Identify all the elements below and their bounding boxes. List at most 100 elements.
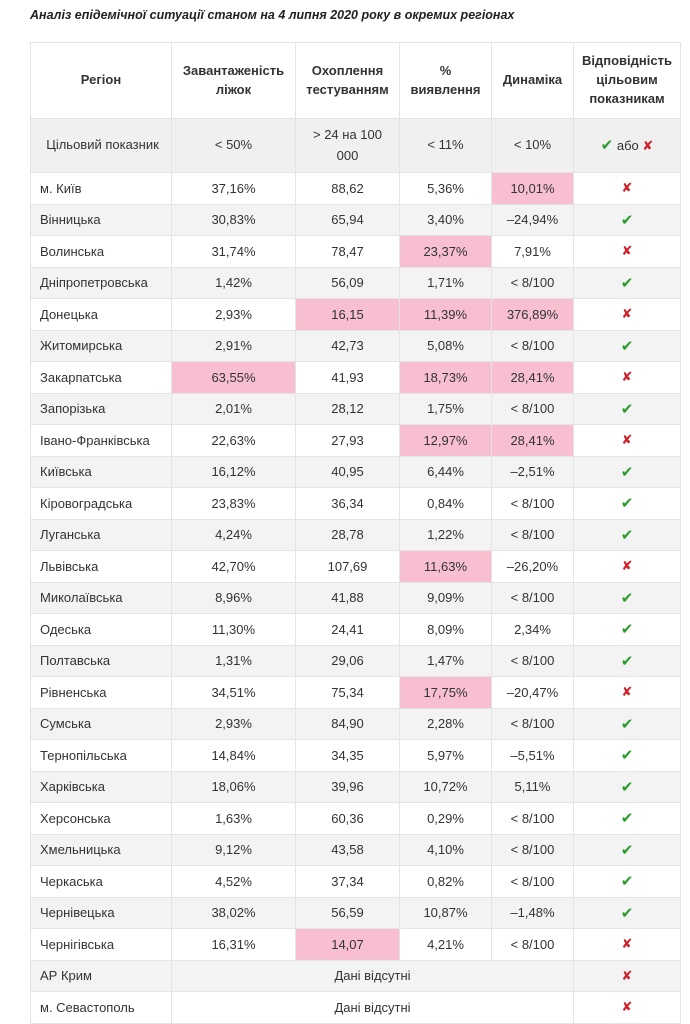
- dynamics-cell: 7,91%: [491, 235, 574, 268]
- cross-icon: ✘: [621, 967, 633, 983]
- detection-cell: 1,47%: [399, 644, 492, 677]
- testing-cell: 29,06: [295, 644, 400, 677]
- cross-icon: ✘: [621, 180, 633, 196]
- table-row: АР Крим Дані відсутні ✘: [30, 959, 681, 992]
- beds-cell: 1,63%: [171, 802, 296, 835]
- detection-cell: 1,71%: [399, 266, 492, 299]
- table-row: Хмельницька 9,12% 43,58 4,10% < 8/100 ✔: [30, 833, 681, 866]
- detection-cell: 4,21%: [399, 928, 492, 961]
- compliance-cell: ✔: [573, 644, 681, 677]
- check-icon: ✔: [620, 526, 634, 544]
- detection-cell: 3,40%: [399, 203, 492, 236]
- testing-cell: 28,78: [295, 518, 400, 551]
- table-row: Вінницька 30,83% 65,94 3,40% –24,94% ✔: [30, 203, 681, 236]
- header-row: Регіон Завантаженість ліжок Охоплення те…: [30, 42, 681, 119]
- testing-cell: 60,36: [295, 802, 400, 835]
- compliance-cell: ✔: [573, 896, 681, 929]
- beds-cell: 30,83%: [171, 203, 296, 236]
- region-cell: Херсонська: [30, 802, 172, 835]
- detection-cell: 5,08%: [399, 329, 492, 362]
- header-detection: % виявлення: [399, 42, 492, 119]
- no-data-cell: Дані відсутні: [171, 991, 574, 1024]
- testing-cell: 24,41: [295, 613, 400, 646]
- region-cell: Запорізька: [30, 392, 172, 425]
- dynamics-cell: < 8/100: [491, 644, 574, 677]
- dynamics-cell: –26,20%: [491, 550, 574, 583]
- detection-cell: 5,36%: [399, 172, 492, 205]
- dynamics-cell: < 8/100: [491, 329, 574, 362]
- table-row: м. Севастополь Дані відсутні ✘: [30, 991, 681, 1024]
- dynamics-cell: < 8/100: [491, 266, 574, 299]
- beds-cell: 9,12%: [171, 833, 296, 866]
- testing-cell: 41,93: [295, 361, 400, 394]
- compliance-cell: ✘: [573, 298, 681, 331]
- dynamics-cell: –5,51%: [491, 739, 574, 772]
- beds-cell: 31,74%: [171, 235, 296, 268]
- table-row: Полтавська 1,31% 29,06 1,47% < 8/100 ✔: [30, 644, 681, 677]
- beds-cell: 22,63%: [171, 424, 296, 457]
- detection-cell: 11,39%: [399, 298, 492, 331]
- compliance-cell: ✘: [573, 361, 681, 394]
- beds-cell: 2,93%: [171, 707, 296, 740]
- beds-cell: 16,31%: [171, 928, 296, 961]
- beds-cell: 4,52%: [171, 865, 296, 898]
- compliance-cell: ✔: [573, 770, 681, 803]
- dynamics-cell: < 8/100: [491, 928, 574, 961]
- table-row: Запорізька 2,01% 28,12 1,75% < 8/100 ✔: [30, 392, 681, 425]
- region-cell: Черкаська: [30, 865, 172, 898]
- table-row: Рівненська 34,51% 75,34 17,75% –20,47% ✘: [30, 676, 681, 709]
- region-cell: Харківська: [30, 770, 172, 803]
- region-cell: Львівська: [30, 550, 172, 583]
- testing-cell: 39,96: [295, 770, 400, 803]
- region-cell: Вінницька: [30, 203, 172, 236]
- check-icon: ✔: [620, 715, 634, 733]
- table-row: Закарпатська 63,55% 41,93 18,73% 28,41% ✘: [30, 361, 681, 394]
- check-icon: ✔: [620, 589, 634, 607]
- beds-cell: 2,01%: [171, 392, 296, 425]
- detection-cell: 1,75%: [399, 392, 492, 425]
- region-cell: Кіровоградська: [30, 487, 172, 520]
- testing-cell: 107,69: [295, 550, 400, 583]
- target-detection: < 11%: [399, 118, 492, 173]
- compliance-cell: ✔: [573, 707, 681, 740]
- testing-cell: 36,34: [295, 487, 400, 520]
- cross-icon: ✘: [621, 243, 633, 259]
- testing-cell: 65,94: [295, 203, 400, 236]
- region-cell: Івано-Франківська: [30, 424, 172, 457]
- table-row: Київська 16,12% 40,95 6,44% –2,51% ✔: [30, 455, 681, 488]
- target-row: Цільовий показник < 50% > 24 на 100 000 …: [30, 118, 681, 173]
- dynamics-cell: 28,41%: [491, 361, 574, 394]
- check-icon: ✔: [620, 463, 634, 481]
- compliance-cell: ✔: [573, 833, 681, 866]
- detection-cell: 9,09%: [399, 581, 492, 614]
- or-text: або: [616, 137, 639, 153]
- beds-cell: 18,06%: [171, 770, 296, 803]
- region-cell: Чернігівська: [30, 928, 172, 961]
- dynamics-cell: < 8/100: [491, 802, 574, 835]
- table-row: Луганська 4,24% 28,78 1,22% < 8/100 ✔: [30, 518, 681, 551]
- region-cell: Донецька: [30, 298, 172, 331]
- no-data-cell: Дані відсутні: [171, 959, 574, 992]
- detection-cell: 6,44%: [399, 455, 492, 488]
- table-row: м. Київ 37,16% 88,62 5,36% 10,01% ✘: [30, 172, 681, 205]
- target-dynamics: < 10%: [491, 118, 574, 173]
- detection-cell: 10,87%: [399, 896, 492, 929]
- beds-cell: 2,91%: [171, 329, 296, 362]
- dynamics-cell: 28,41%: [491, 424, 574, 457]
- target-testing: > 24 на 100 000: [295, 118, 400, 173]
- table-row: Харківська 18,06% 39,96 10,72% 5,11% ✔: [30, 770, 681, 803]
- table-row: Херсонська 1,63% 60,36 0,29% < 8/100 ✔: [30, 802, 681, 835]
- beds-cell: 37,16%: [171, 172, 296, 205]
- testing-cell: 56,59: [295, 896, 400, 929]
- dynamics-cell: 376,89%: [491, 298, 574, 331]
- beds-cell: 1,42%: [171, 266, 296, 299]
- table-row: Чернігівська 16,31% 14,07 4,21% < 8/100 ✘: [30, 928, 681, 961]
- compliance-cell: ✘: [573, 424, 681, 457]
- table-row: Чернівецька 38,02% 56,59 10,87% –1,48% ✔: [30, 896, 681, 929]
- region-cell: Полтавська: [30, 644, 172, 677]
- compliance-cell: ✔: [573, 865, 681, 898]
- dynamics-cell: < 8/100: [491, 487, 574, 520]
- compliance-cell: ✘: [573, 991, 681, 1024]
- beds-cell: 2,93%: [171, 298, 296, 331]
- dynamics-cell: < 8/100: [491, 581, 574, 614]
